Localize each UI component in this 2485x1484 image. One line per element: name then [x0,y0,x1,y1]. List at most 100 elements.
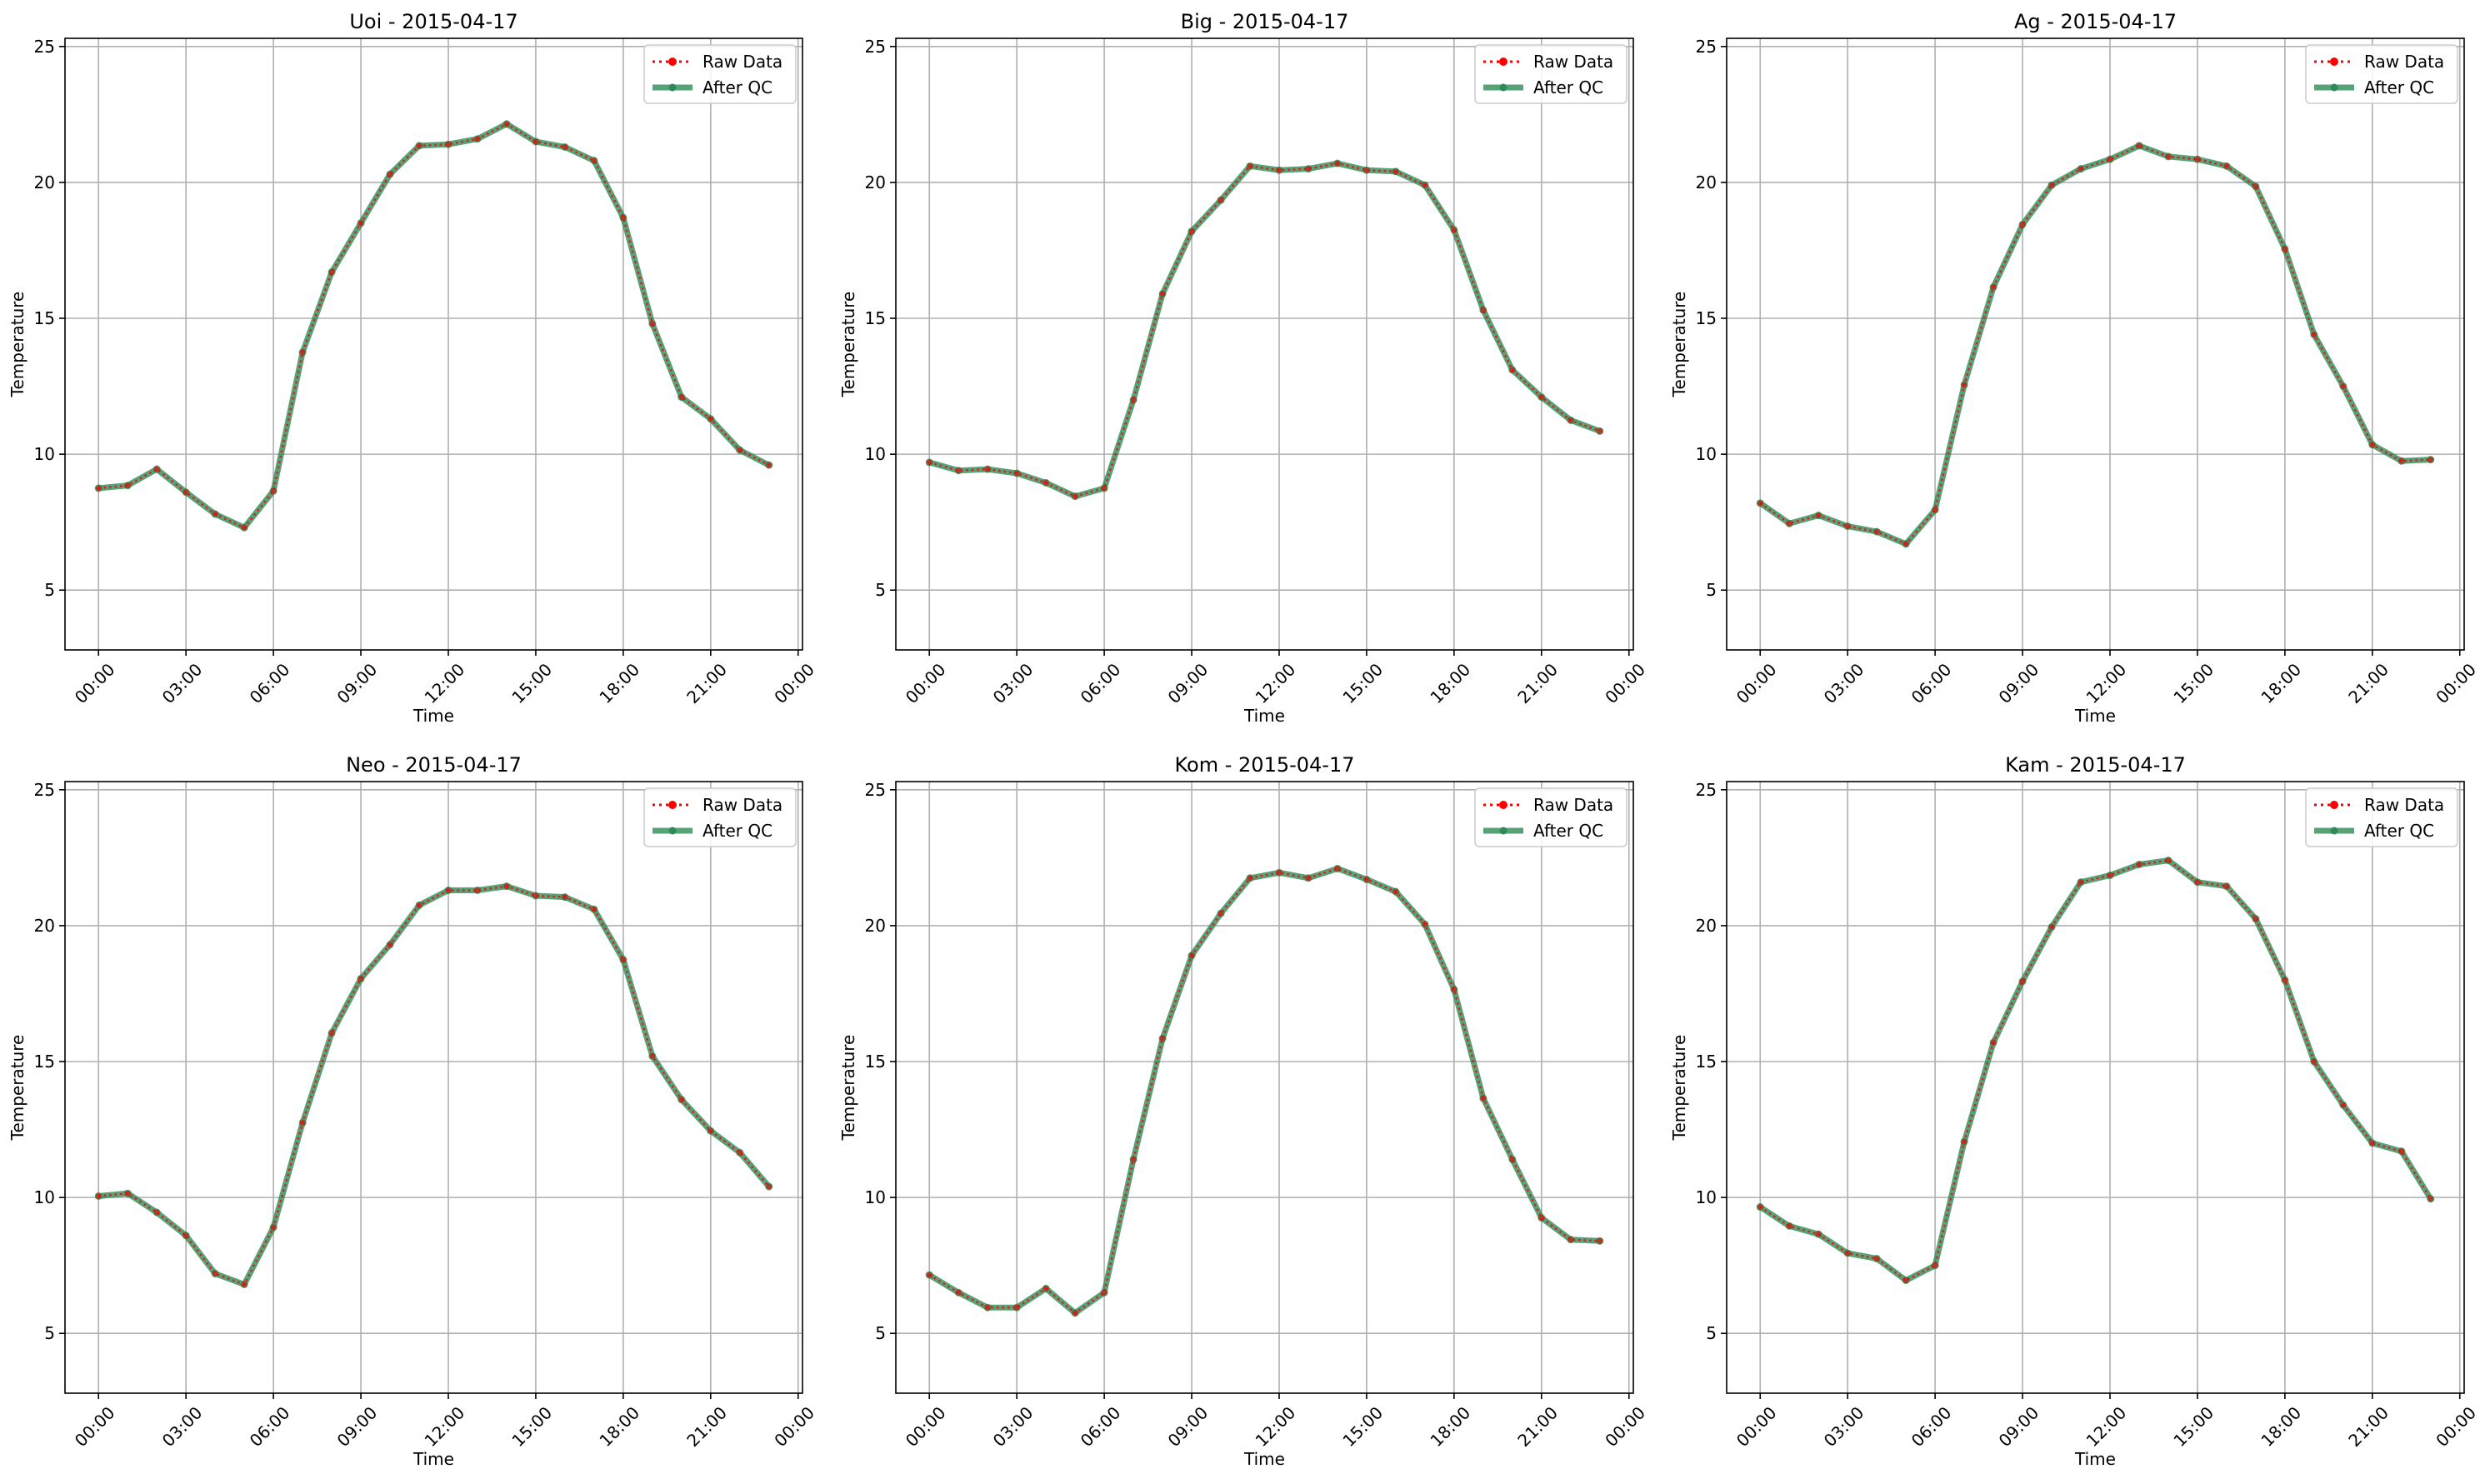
legend-marker-after-qc [1499,827,1508,835]
data-point-raw-data [387,171,393,177]
y-tick-label: 20 [1696,172,1717,192]
legend-label-after-qc: After QC [702,77,772,97]
data-point-raw-data [1130,397,1137,403]
data-point-raw-data [532,892,539,899]
data-point-raw-data [984,1304,991,1311]
data-point-raw-data [955,467,962,474]
data-point-raw-data [766,1183,772,1190]
series-line-raw-data [1759,859,2432,1282]
data-point-raw-data [1334,865,1341,872]
data-point-raw-data [358,220,364,227]
y-tick-label: 25 [34,37,55,57]
legend: Raw Data After QC [2305,44,2458,104]
data-point-raw-data [737,1149,743,1156]
data-point-raw-data [2223,162,2230,169]
data-point-raw-data [1990,283,1997,290]
legend-marker-raw-data [2330,801,2338,809]
data-point-raw-data [1101,1289,1108,1296]
data-point-raw-data [1188,952,1195,959]
legend-marker-raw-data [1499,57,1508,66]
y-tick-label: 15 [865,308,886,328]
data-point-raw-data [1961,1138,1968,1145]
legend: Raw Data After QC [1474,787,1628,847]
data-point-raw-data [1247,162,1253,169]
data-point-raw-data [2136,142,2142,149]
subplot-title: Kam - 2015-04-17 [2005,753,2186,777]
data-point-raw-data [241,524,248,531]
data-point-raw-data [445,887,452,893]
subplot-title: Neo - 2015-04-17 [346,753,522,777]
legend-marker-after-qc [1499,83,1508,92]
data-point-raw-data [2398,1148,2405,1155]
y-axis-label: Temperature [8,1035,28,1142]
legend-label-raw-data: Raw Data [2364,795,2444,815]
data-point-raw-data [212,511,218,517]
y-tick-label: 20 [1696,916,1717,936]
data-point-raw-data [1422,921,1428,927]
y-tick-label: 5 [44,580,55,600]
series-line-raw-data [928,162,1601,498]
y-tick-label: 10 [34,444,55,464]
data-point-raw-data [2165,857,2172,864]
data-point-raw-data [2107,872,2113,879]
data-point-raw-data [2107,156,2113,162]
data-point-raw-data [620,957,627,963]
data-point-raw-data [708,1127,714,1134]
data-point-raw-data [1072,493,1078,500]
legend-marker-raw-data [668,57,677,66]
data-point-raw-data [299,1119,306,1126]
data-point-raw-data [649,1052,656,1059]
data-point-raw-data [737,447,743,453]
data-point-raw-data [1247,875,1253,882]
data-point-raw-data [241,1282,248,1288]
data-point-raw-data [2078,879,2084,886]
y-tick-label: 15 [1696,308,1717,328]
data-point-raw-data [1305,166,1312,172]
data-point-raw-data [2048,182,2055,188]
series-line-raw-data [98,122,770,529]
y-tick-label: 10 [865,444,886,464]
data-point-raw-data [1786,1222,1792,1229]
data-point-raw-data [1757,500,1763,507]
x-axis-label: Time [2074,1449,2116,1469]
y-tick-label: 20 [34,916,55,936]
y-tick-label: 5 [875,1323,886,1343]
x-axis-label: Time [1243,1449,1285,1469]
axes-frame [1726,37,2465,651]
data-point-raw-data [1451,227,1458,233]
legend: Raw Data After QC [1474,44,1628,104]
y-tick-label: 20 [34,172,55,192]
subplot-title: Kom - 2015-04-17 [1175,753,1355,777]
y-axis-label: Temperature [838,1035,858,1142]
data-point-raw-data [1159,1035,1166,1042]
data-point-raw-data [328,1030,335,1037]
legend-label-after-qc: After QC [1533,821,1603,841]
data-point-raw-data [2019,221,2026,227]
data-point-raw-data [1392,168,1399,175]
subplot-title: Uoi - 2015-04-17 [349,10,518,33]
data-point-raw-data [649,321,656,327]
data-point-raw-data [2340,1102,2347,1108]
data-point-raw-data [2428,457,2434,463]
data-point-raw-data [2223,883,2230,890]
legend: Raw Data After QC [643,787,797,847]
data-point-raw-data [182,1232,189,1239]
data-point-raw-data [1363,876,1370,882]
legend-label-raw-data: Raw Data [702,795,782,815]
axes-frame [64,781,803,1394]
y-tick-label: 10 [1696,444,1717,464]
data-point-raw-data [1159,291,1166,297]
data-point-raw-data [270,1224,277,1231]
y-tick-label: 25 [1696,780,1717,800]
data-point-raw-data [1757,1204,1763,1211]
data-point-raw-data [270,487,277,494]
data-point-raw-data [474,887,481,893]
data-point-raw-data [2428,1196,2434,1202]
data-point-raw-data [1188,228,1195,235]
legend-marker-raw-data [1499,801,1508,809]
data-point-raw-data [1480,1095,1487,1102]
y-tick-label: 25 [1696,37,1717,57]
y-tick-label: 25 [865,780,886,800]
legend-label-after-qc: After QC [1533,77,1603,97]
